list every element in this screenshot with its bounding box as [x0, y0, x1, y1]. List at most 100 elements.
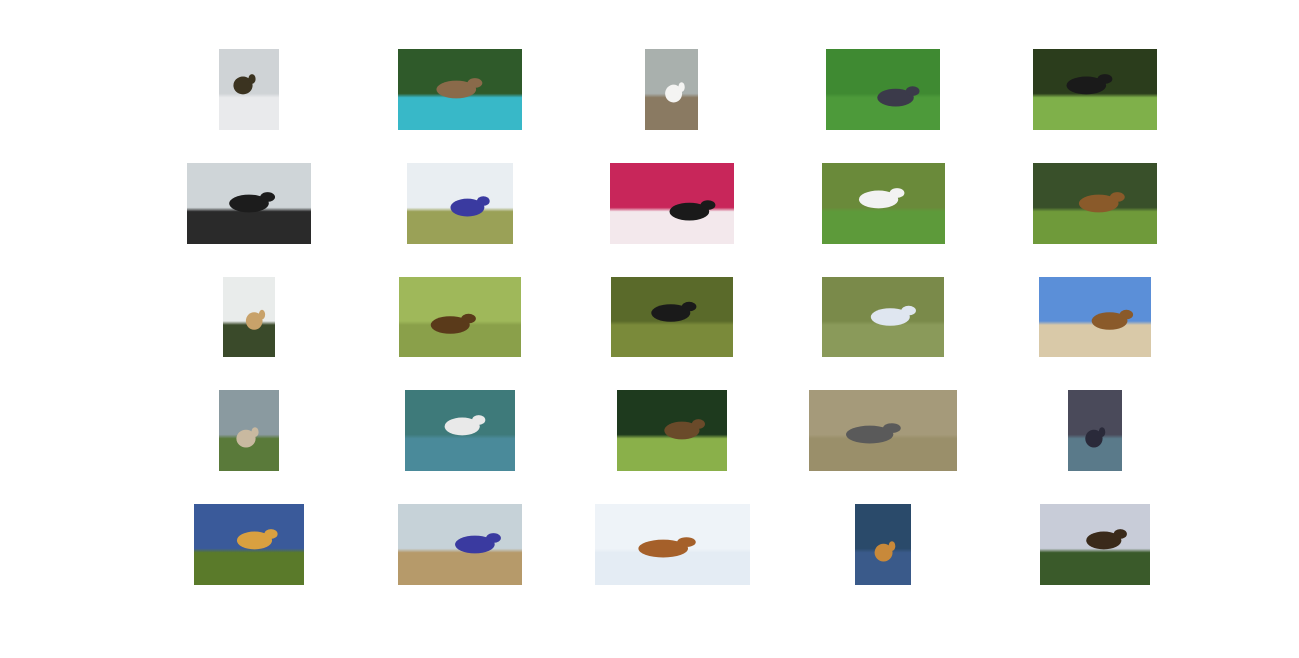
photo-image	[1040, 504, 1150, 585]
photo-image	[855, 504, 911, 585]
photo-image	[617, 390, 727, 471]
photo-image	[407, 163, 513, 244]
photo-thumbnail	[398, 49, 522, 130]
photo-background	[610, 163, 734, 244]
photo-image	[1033, 163, 1157, 244]
photo-image	[405, 390, 515, 471]
photo-subject-head	[1098, 427, 1106, 437]
photo-subject	[669, 202, 710, 221]
photo-subject	[1085, 429, 1103, 448]
photo-subject	[1066, 76, 1107, 95]
photo-thumbnail	[219, 49, 279, 130]
photo-image	[398, 504, 522, 585]
photo-image	[399, 277, 521, 357]
photo-thumbnail	[405, 390, 515, 471]
photo-thumbnail	[1039, 277, 1151, 357]
photo-subject-head	[251, 427, 259, 437]
photo-subject-head	[888, 541, 896, 551]
photo-thumbnail	[822, 163, 945, 244]
photo-subject	[236, 531, 273, 550]
photo-subject-head	[678, 82, 685, 92]
photo-image	[822, 277, 944, 357]
photo-thumbnail	[617, 390, 727, 471]
photo-image	[809, 390, 957, 471]
photo-subject	[1078, 194, 1119, 213]
photo-image	[826, 49, 940, 130]
photo-subject	[444, 417, 480, 436]
photo-subject	[877, 88, 914, 107]
photo-subject	[1091, 312, 1128, 330]
photo-thumbnail	[855, 504, 911, 585]
photo-image	[219, 390, 279, 471]
photo-subject	[665, 84, 683, 103]
photo-image	[398, 49, 522, 130]
photo-thumbnail	[219, 390, 279, 471]
photo-subject	[229, 194, 269, 213]
photo-subject-head	[461, 313, 476, 324]
photo-subject	[233, 76, 253, 95]
photo-subject	[436, 80, 477, 99]
photo-subject	[450, 198, 485, 217]
photo-subject	[846, 425, 894, 444]
photo-image	[645, 49, 698, 130]
photo-subject	[1086, 531, 1122, 550]
photo-subject-head	[1119, 309, 1134, 320]
photo-image	[187, 163, 311, 244]
photo-subject-head	[264, 529, 278, 539]
photo-image	[1033, 49, 1157, 130]
photo-subject-head	[700, 200, 716, 210]
photo-subject	[870, 308, 910, 326]
photo-thumbnail	[809, 390, 957, 471]
photo-thumbnail	[1068, 390, 1122, 471]
photo-subject-head	[883, 423, 901, 433]
photo-image	[223, 277, 275, 357]
photo-subject	[651, 304, 691, 322]
photo-thumbnail	[398, 504, 522, 585]
photo-thumbnail	[399, 277, 521, 357]
photo-subject	[430, 316, 470, 334]
photo-subject-head	[260, 192, 276, 202]
photo-subject-head	[467, 78, 483, 88]
photo-thumbnail	[194, 504, 304, 585]
photo-subject	[455, 535, 495, 554]
photo-subject	[638, 539, 688, 558]
photo-subject-head	[905, 86, 920, 96]
photo-thumbnail	[611, 277, 733, 357]
photo-thumbnail	[826, 49, 940, 130]
photo-image	[1068, 390, 1122, 471]
photo-subject	[236, 429, 256, 448]
photo-thumbnail	[1040, 504, 1150, 585]
photo-subject-head	[476, 196, 490, 206]
photo-background	[826, 49, 940, 130]
photo-subject-head	[1097, 74, 1113, 84]
photo-subject	[874, 543, 893, 562]
photo-image	[611, 277, 733, 357]
photo-subject-head	[486, 533, 501, 543]
photo-subject-head	[1113, 529, 1127, 539]
photo-image	[595, 504, 750, 585]
photo-subject-head	[248, 74, 256, 84]
photo-subject	[664, 421, 700, 440]
photo-thumbnail	[645, 49, 698, 130]
photo-subject-head	[901, 305, 916, 316]
photo-subject-head	[889, 188, 905, 198]
photo-image	[219, 49, 279, 130]
photo-background	[399, 277, 521, 357]
photo-subject-head	[681, 301, 697, 312]
photo-thumbnail	[223, 277, 275, 357]
photo-image	[822, 163, 945, 244]
photo-subject-head	[691, 419, 705, 429]
photo-subject-head	[677, 537, 696, 547]
photo-thumbnail	[1033, 49, 1157, 130]
photo-image	[194, 504, 304, 585]
photo-thumbnail	[407, 163, 513, 244]
photo-image	[1039, 277, 1151, 357]
photo-subject-head	[1109, 192, 1125, 202]
photo-thumbnail	[1033, 163, 1157, 244]
photo-thumbnail	[610, 163, 734, 244]
photo-subject	[245, 312, 263, 330]
photo-thumbnail	[822, 277, 944, 357]
photo-thumbnail	[595, 504, 750, 585]
photo-thumbnail	[187, 163, 311, 244]
